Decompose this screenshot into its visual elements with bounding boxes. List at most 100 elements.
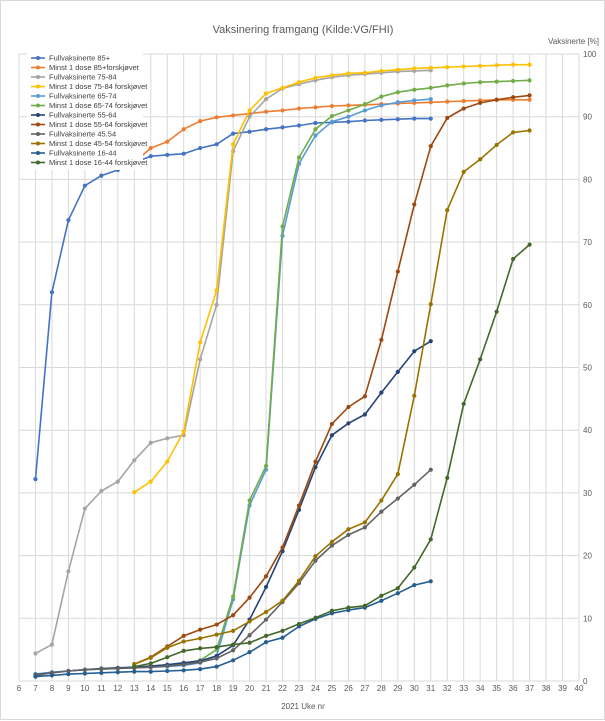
data-point <box>247 640 252 645</box>
data-point <box>165 459 170 464</box>
series-2 <box>132 97 532 165</box>
data-point <box>181 633 186 638</box>
data-point <box>181 127 186 132</box>
data-point <box>428 116 433 121</box>
data-point <box>346 404 351 410</box>
data-point <box>148 661 153 666</box>
legend-label: Minst 1 dose 85+forskjøvet <box>49 63 140 72</box>
data-point <box>527 62 532 67</box>
data-point <box>247 498 252 503</box>
data-point <box>329 539 335 544</box>
data-point <box>461 401 466 406</box>
data-point <box>329 119 335 124</box>
legend-item: Fullvaksinerte 16-44 <box>31 149 117 158</box>
legend-label: Fullvaksinerte 85+ <box>49 54 111 63</box>
data-point <box>231 594 236 599</box>
legend-item: Minst 1 dose 55-64 forskjøvet <box>31 120 148 129</box>
legend-item: Minst 1 dose 16-44 forskjøvet <box>31 158 148 167</box>
data-point <box>313 105 318 110</box>
data-point <box>198 145 203 151</box>
x-tick-label: 11 <box>97 684 106 693</box>
data-point <box>329 113 335 119</box>
data-point <box>115 666 120 671</box>
data-point <box>445 83 450 88</box>
y-tick-label: 70 <box>583 238 592 247</box>
data-point <box>49 290 55 295</box>
data-point <box>445 65 450 70</box>
data-point <box>231 142 236 147</box>
legend-label: Minst 1 dose 75-84 forskjøvet <box>49 82 148 91</box>
data-point <box>198 666 203 672</box>
x-tick-label: 15 <box>163 684 172 693</box>
data-point <box>231 131 236 136</box>
data-point <box>214 142 219 147</box>
legend-swatch-marker <box>36 75 40 79</box>
data-point <box>296 503 302 508</box>
data-point <box>445 115 450 121</box>
data-point <box>263 463 269 469</box>
data-point <box>296 80 302 85</box>
x-tick-label: 9 <box>66 684 71 693</box>
data-point <box>478 100 483 106</box>
data-point <box>247 114 252 119</box>
data-point <box>379 498 384 503</box>
data-point <box>82 671 87 676</box>
data-point <box>313 558 318 563</box>
data-point <box>148 440 153 445</box>
data-point <box>346 527 351 532</box>
data-point <box>148 665 153 670</box>
data-point <box>231 613 236 618</box>
data-point <box>247 129 252 134</box>
legend-item: Minst 1 dose 75-84 forskjøvet <box>31 82 148 91</box>
x-tick-label: 19 <box>229 684 238 693</box>
legend-background <box>27 52 143 170</box>
legend-item: Fullvaksinerte 45.54 <box>31 130 116 139</box>
legend-swatch-marker <box>36 122 40 127</box>
data-point <box>296 621 302 627</box>
data-point <box>132 490 137 495</box>
x-tick-label: 27 <box>360 684 369 693</box>
data-point <box>362 525 367 530</box>
data-point <box>494 79 499 84</box>
data-point <box>33 674 38 679</box>
data-point <box>362 108 367 113</box>
data-point <box>231 658 236 663</box>
data-point <box>231 628 236 633</box>
data-point <box>115 670 120 675</box>
x-tick-label: 20 <box>245 684 254 693</box>
data-point <box>165 139 170 144</box>
data-point <box>362 520 367 525</box>
data-point <box>263 617 269 622</box>
data-point <box>395 100 400 105</box>
data-point <box>428 302 433 307</box>
legend: Fullvaksinerte 85+Minst 1 dose 85+forskj… <box>27 52 148 170</box>
data-point <box>395 90 400 95</box>
data-point <box>165 436 170 441</box>
data-point <box>181 429 186 434</box>
data-point <box>511 256 516 262</box>
data-point <box>33 651 38 656</box>
data-point <box>395 496 400 501</box>
data-point <box>99 666 104 672</box>
data-point <box>346 103 351 108</box>
tick-layer: 6 7 8 9 10 11 12 13 14 15 16 17 18 19 20 21 22 23 24 25 26 27… <box>17 50 597 693</box>
data-point <box>214 632 219 637</box>
data-point <box>379 390 384 395</box>
x-tick-label: 24 <box>311 684 320 693</box>
x-tick-label: 14 <box>146 684 155 693</box>
data-point <box>395 67 400 72</box>
data-point <box>346 119 351 124</box>
x-tick-label: 22 <box>278 684 287 693</box>
x-tick-label: 39 <box>558 684 567 693</box>
data-point <box>511 78 516 84</box>
data-point <box>165 152 170 158</box>
data-point <box>412 349 417 354</box>
data-point <box>198 660 203 665</box>
legend-swatch-marker <box>36 141 40 146</box>
data-point <box>132 664 137 669</box>
y-tick-label: 40 <box>583 426 592 435</box>
series-1 <box>33 116 433 482</box>
data-point <box>148 145 153 151</box>
series-layer <box>33 62 532 679</box>
